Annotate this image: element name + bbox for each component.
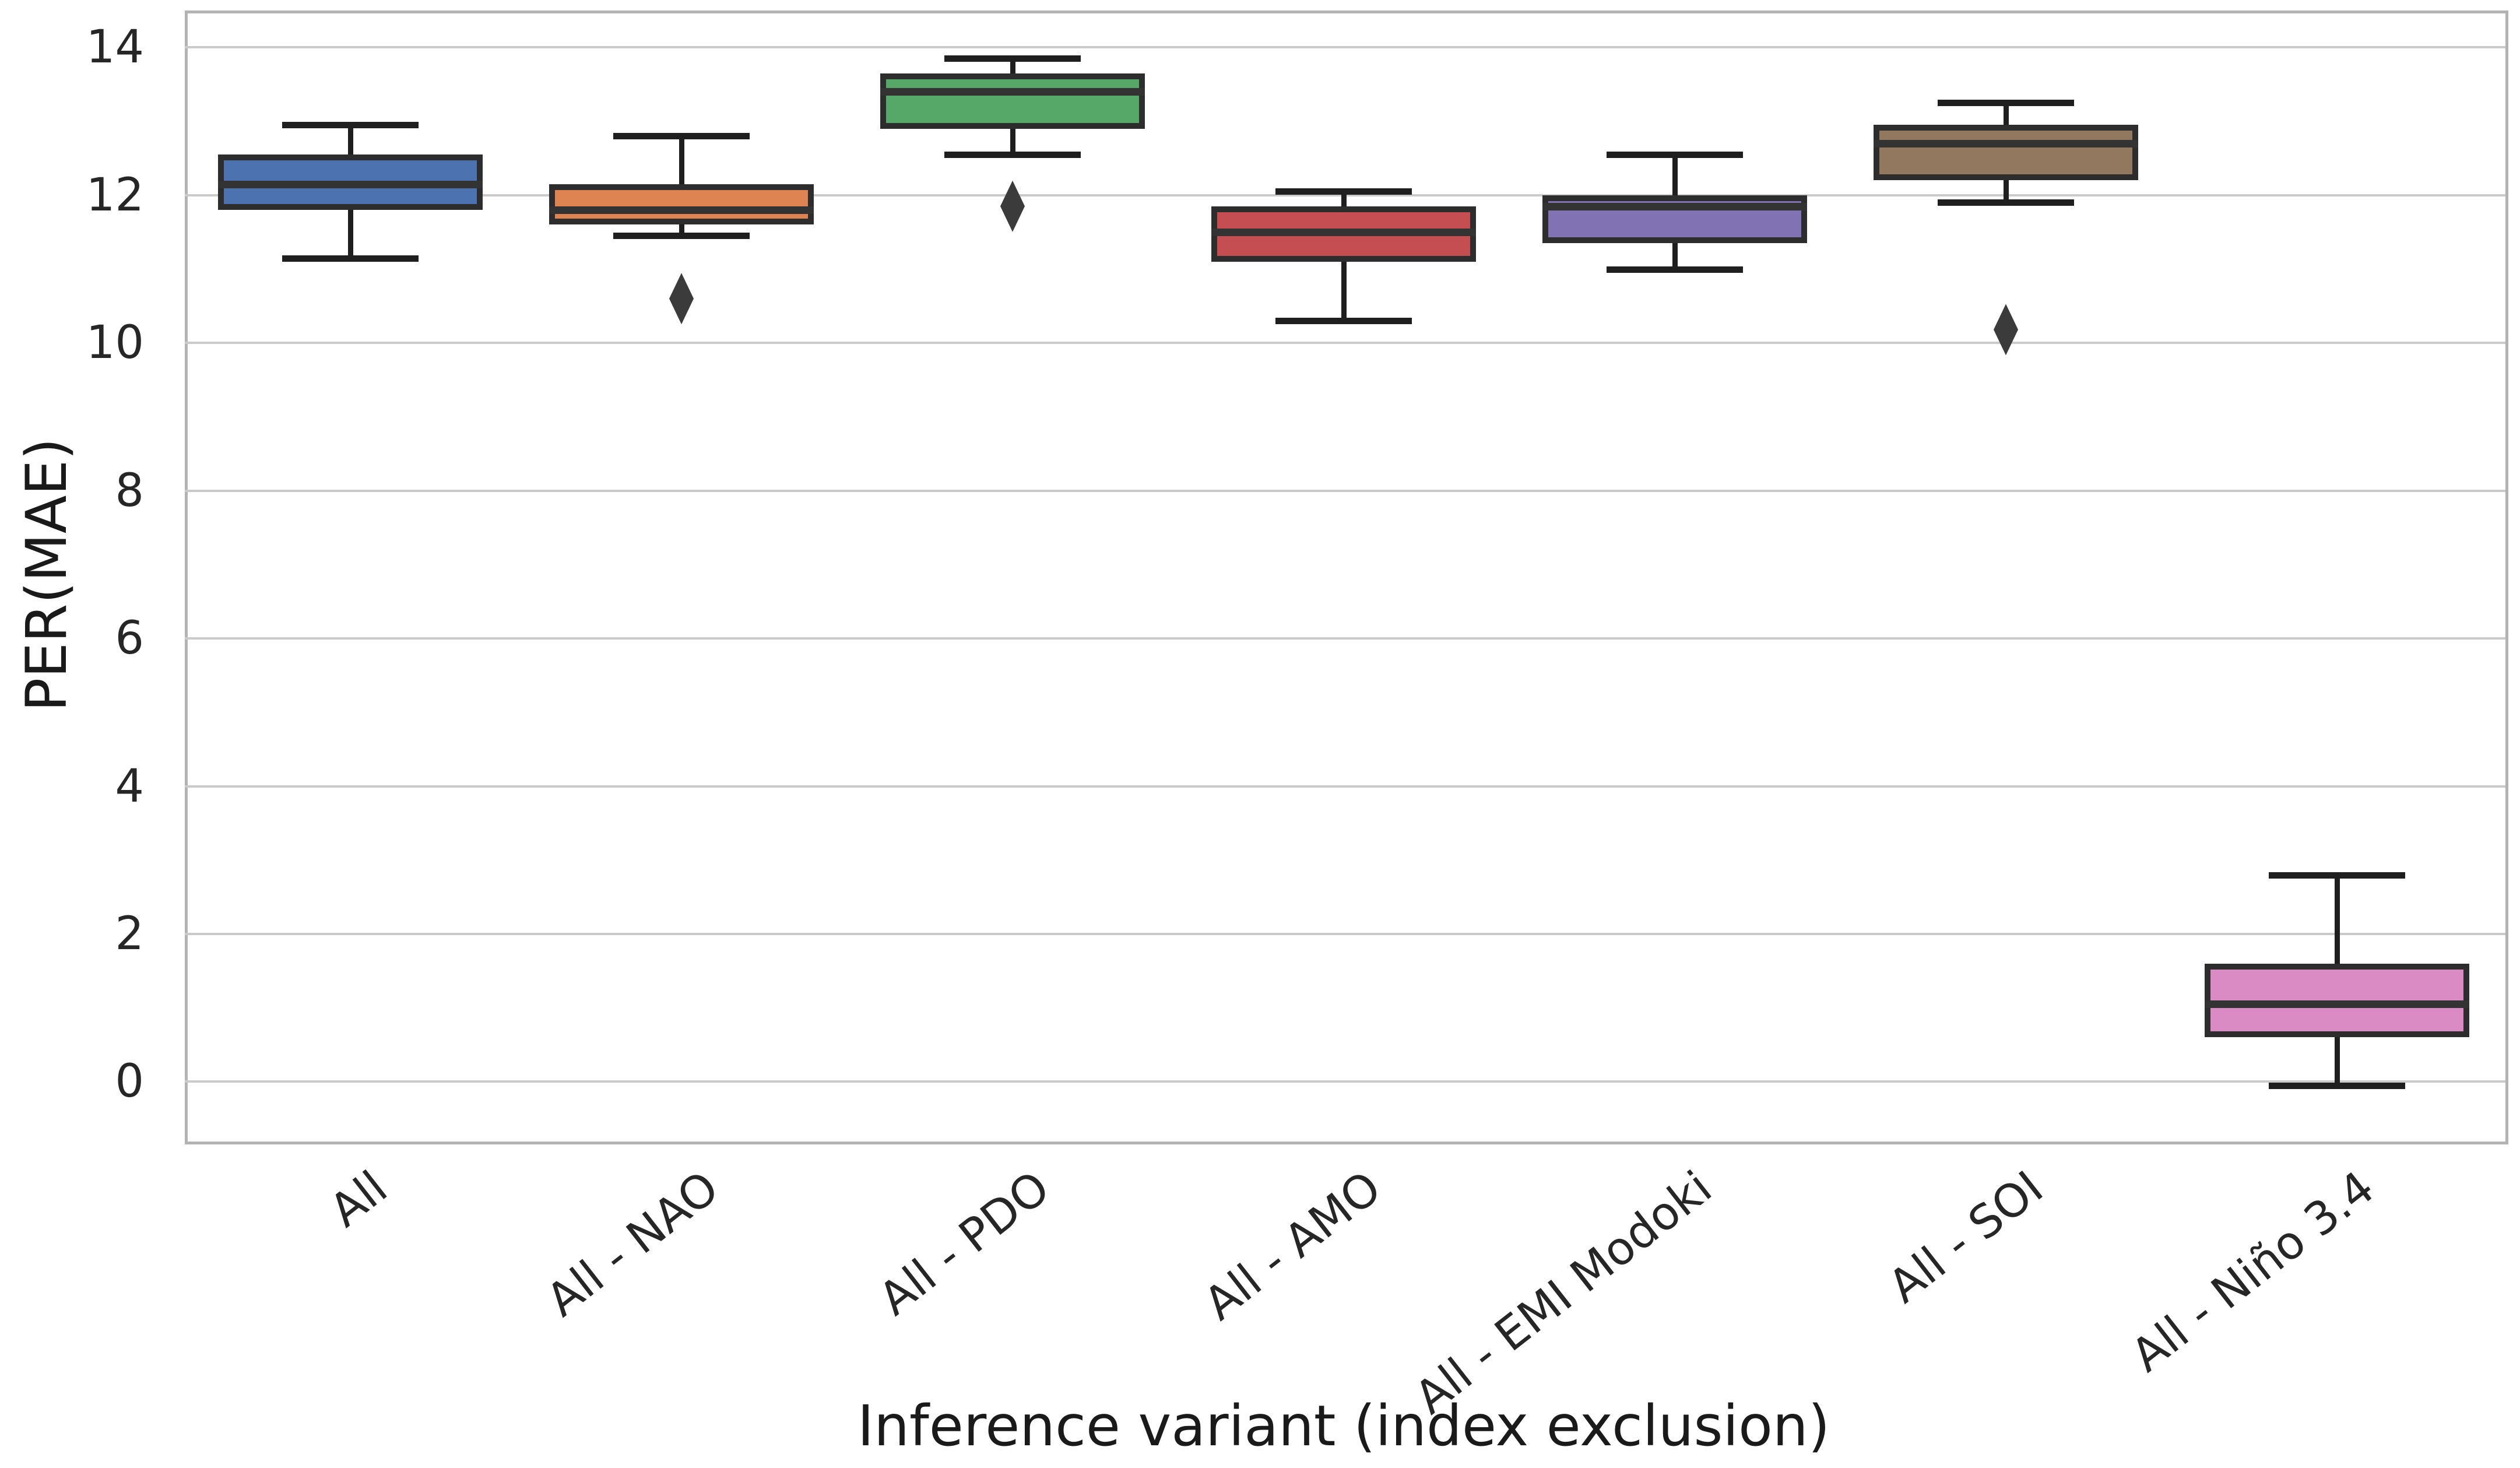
whisker-upper-all-pdo	[1010, 58, 1015, 73]
whisker-lower-all-ni-o-3.4	[2334, 1037, 2340, 1086]
box-all-ni-o-3.4	[2205, 963, 2469, 1038]
whisker-lower-all-amo	[1341, 261, 1347, 321]
whisker-lower-all-soi	[2003, 180, 2009, 203]
median-all-soi	[1874, 140, 2138, 148]
median-all-pdo	[880, 88, 1145, 96]
whisker-lower-all	[347, 210, 353, 258]
gridline-4	[185, 785, 2505, 788]
gridline-2	[185, 932, 2505, 935]
x-tick-label-all: All	[320, 1161, 398, 1238]
whisker-cap-top-all-amo	[1275, 188, 1412, 195]
whisker-cap-bottom-all-emi-modoki	[1607, 266, 1743, 273]
y-tick-label-4: 4	[115, 760, 144, 813]
median-all-emi-modoki	[1542, 202, 1807, 210]
whisker-upper-all-amo	[1341, 191, 1347, 206]
y-tick-label-0: 0	[115, 1055, 144, 1108]
gridline-10	[185, 342, 2505, 345]
median-all	[218, 180, 483, 188]
x-tick-label-all-nao: All - NAO	[537, 1161, 729, 1327]
whisker-lower-all-pdo	[1010, 128, 1015, 155]
x-tick-label-all-ni-o-3.4: All - Niño 3.4	[2121, 1161, 2384, 1383]
whisker-lower-all-emi-modoki	[1672, 243, 1678, 269]
whisker-cap-bottom-all-pdo	[944, 152, 1081, 159]
whisker-cap-bottom-all-soi	[1938, 199, 2074, 206]
box-all-soi	[1874, 125, 2138, 181]
whisker-upper-all	[347, 125, 353, 155]
y-tick-label-8: 8	[115, 464, 144, 517]
median-all-ni-o-3.4	[2205, 1000, 2469, 1009]
whisker-cap-top-all-emi-modoki	[1607, 152, 1743, 159]
x-tick-label-all-soi: All - SOI	[1879, 1161, 2053, 1314]
y-tick-label-12: 12	[86, 168, 144, 222]
whisker-cap-bottom-all-ni-o-3.4	[2269, 1082, 2405, 1089]
x-tick-label-all-amo: All - AMO	[1194, 1161, 1391, 1331]
whisker-cap-top-all-pdo	[944, 55, 1081, 62]
plot-area	[185, 10, 2508, 1144]
y-tick-label-10: 10	[86, 317, 144, 370]
y-tick-label-6: 6	[115, 612, 144, 665]
box-all-pdo	[880, 73, 1145, 129]
whisker-upper-all-ni-o-3.4	[2334, 875, 2340, 964]
whisker-cap-top-all	[282, 122, 419, 129]
gridline-8	[185, 489, 2505, 492]
whisker-upper-all-emi-modoki	[1672, 154, 1678, 195]
whisker-cap-top-all-nao	[613, 133, 750, 140]
box-all-nao	[549, 184, 814, 225]
x-tick-label-all-emi-modoki: All - EMI Modoki	[1405, 1161, 1722, 1425]
y-axis-title: PER(MAE)	[14, 438, 79, 712]
x-tick-label-all-pdo: All - PDO	[869, 1161, 1060, 1326]
y-tick-label-2: 2	[115, 907, 144, 960]
y-tick-label-14: 14	[86, 21, 144, 74]
median-all-nao	[549, 206, 814, 215]
whisker-cap-bottom-all	[282, 255, 419, 262]
whisker-upper-all-soi	[2003, 103, 2009, 125]
whisker-cap-top-all-soi	[1938, 100, 2074, 107]
gridline-0	[185, 1080, 2505, 1083]
whisker-cap-bottom-all-nao	[613, 233, 750, 240]
x-axis-title: Inference variant (index exclusion)	[857, 1393, 1830, 1459]
whisker-upper-all-nao	[679, 136, 684, 184]
whisker-lower-all-nao	[679, 224, 684, 236]
gridline-14	[185, 46, 2505, 49]
whisker-cap-top-all-ni-o-3.4	[2269, 872, 2405, 879]
median-all-amo	[1211, 229, 1476, 237]
whisker-cap-bottom-all-amo	[1275, 318, 1412, 325]
gridline-6	[185, 637, 2505, 640]
